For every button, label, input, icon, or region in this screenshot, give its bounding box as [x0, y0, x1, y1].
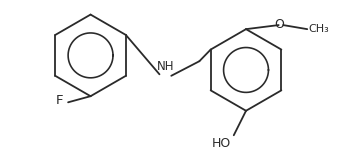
- Text: F: F: [56, 94, 64, 107]
- Text: CH₃: CH₃: [309, 24, 329, 34]
- Text: HO: HO: [211, 137, 231, 150]
- Text: NH: NH: [157, 60, 174, 73]
- Text: O: O: [274, 18, 284, 31]
